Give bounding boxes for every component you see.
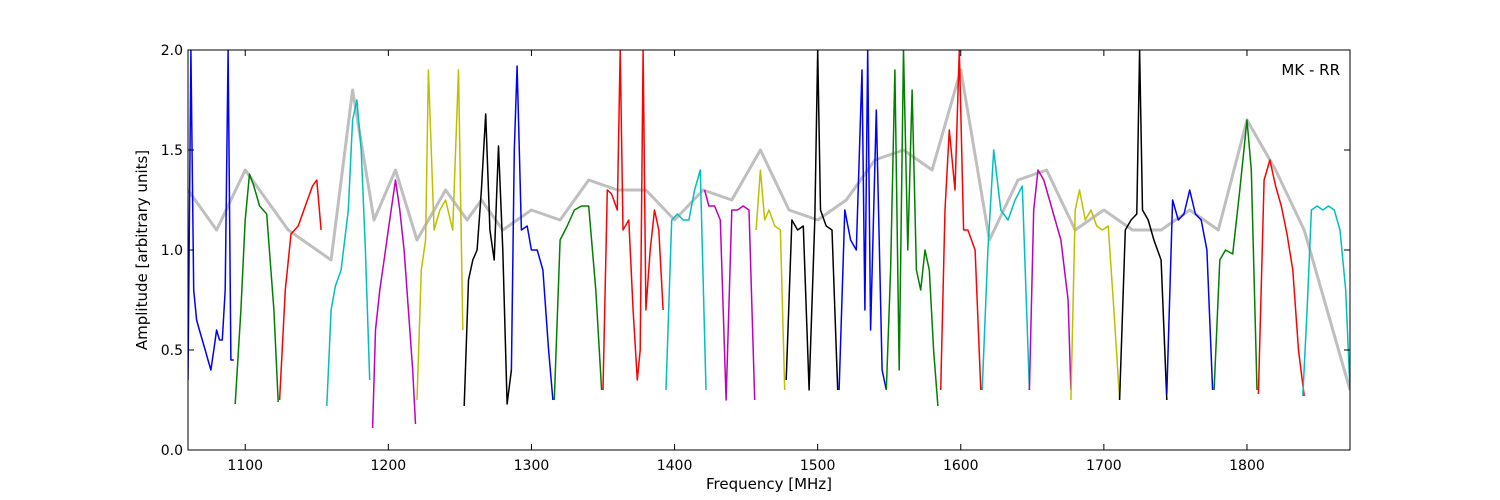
series-line-magenta-5 (371, 179, 417, 429)
x-tick-label: 1600 (943, 458, 979, 474)
y-tick-label: 1.0 (161, 243, 183, 259)
y-tick-label: 0.5 (161, 343, 183, 359)
series-line-green-23 (1213, 119, 1258, 391)
series-line-red-10 (602, 50, 664, 391)
series-line-yellow-20 (1070, 189, 1121, 401)
series-line-cyan-11 (665, 169, 707, 391)
plot-frame (187, 49, 1351, 451)
y-tick-label: 2.0 (161, 43, 183, 59)
series-line-cyan-18 (981, 149, 1031, 391)
series-line-blue-1 (188, 50, 234, 381)
x-tick-label: 1100 (227, 458, 263, 474)
y-tick-label: 0.0 (161, 443, 183, 459)
x-tick-label: 1800 (1229, 458, 1265, 474)
series-line-magenta-19 (1028, 169, 1072, 391)
x-tick-label: 1300 (514, 458, 550, 474)
y-axis-title: Amplitude [arbitrary units] (133, 150, 151, 350)
series-line-red-3 (278, 179, 322, 401)
series-line-red-24 (1257, 159, 1305, 397)
series-line-green-9 (553, 205, 603, 401)
series-line-blue-22 (1166, 189, 1214, 395)
x-tick-label: 1700 (1086, 458, 1122, 474)
series-line-cyan-25 (1302, 205, 1350, 397)
x-axis-title: Frequency [MHz] (706, 475, 832, 493)
series-line-green-2 (234, 173, 279, 405)
series-line-black-21 (1118, 50, 1168, 401)
series-line-gray-0 (188, 68, 1350, 391)
ticks-layer: 1100 1200 1300 1400 1500 1600 1700 1800 0.0 0.5 1.… (161, 43, 1350, 474)
series-line-red-17 (939, 50, 982, 391)
x-tick-label: 1200 (371, 458, 407, 474)
series-line-cyan-4 (326, 99, 371, 407)
series-layer (188, 50, 1350, 429)
series-line-black-7 (463, 113, 513, 407)
series-line-green-16 (885, 50, 939, 407)
series-line-blue-8 (510, 65, 554, 401)
series-line-yellow-6 (416, 69, 464, 401)
series-line-blue-15 (838, 50, 888, 391)
annotation-label: MK - RR (1281, 61, 1340, 79)
x-tick-label: 1400 (657, 458, 693, 474)
x-tick-label: 1500 (800, 458, 836, 474)
series-line-black-14 (785, 50, 839, 391)
y-tick-label: 1.5 (161, 143, 183, 159)
series-line-yellow-13 (755, 169, 786, 391)
series-line-magenta-12 (703, 189, 756, 401)
